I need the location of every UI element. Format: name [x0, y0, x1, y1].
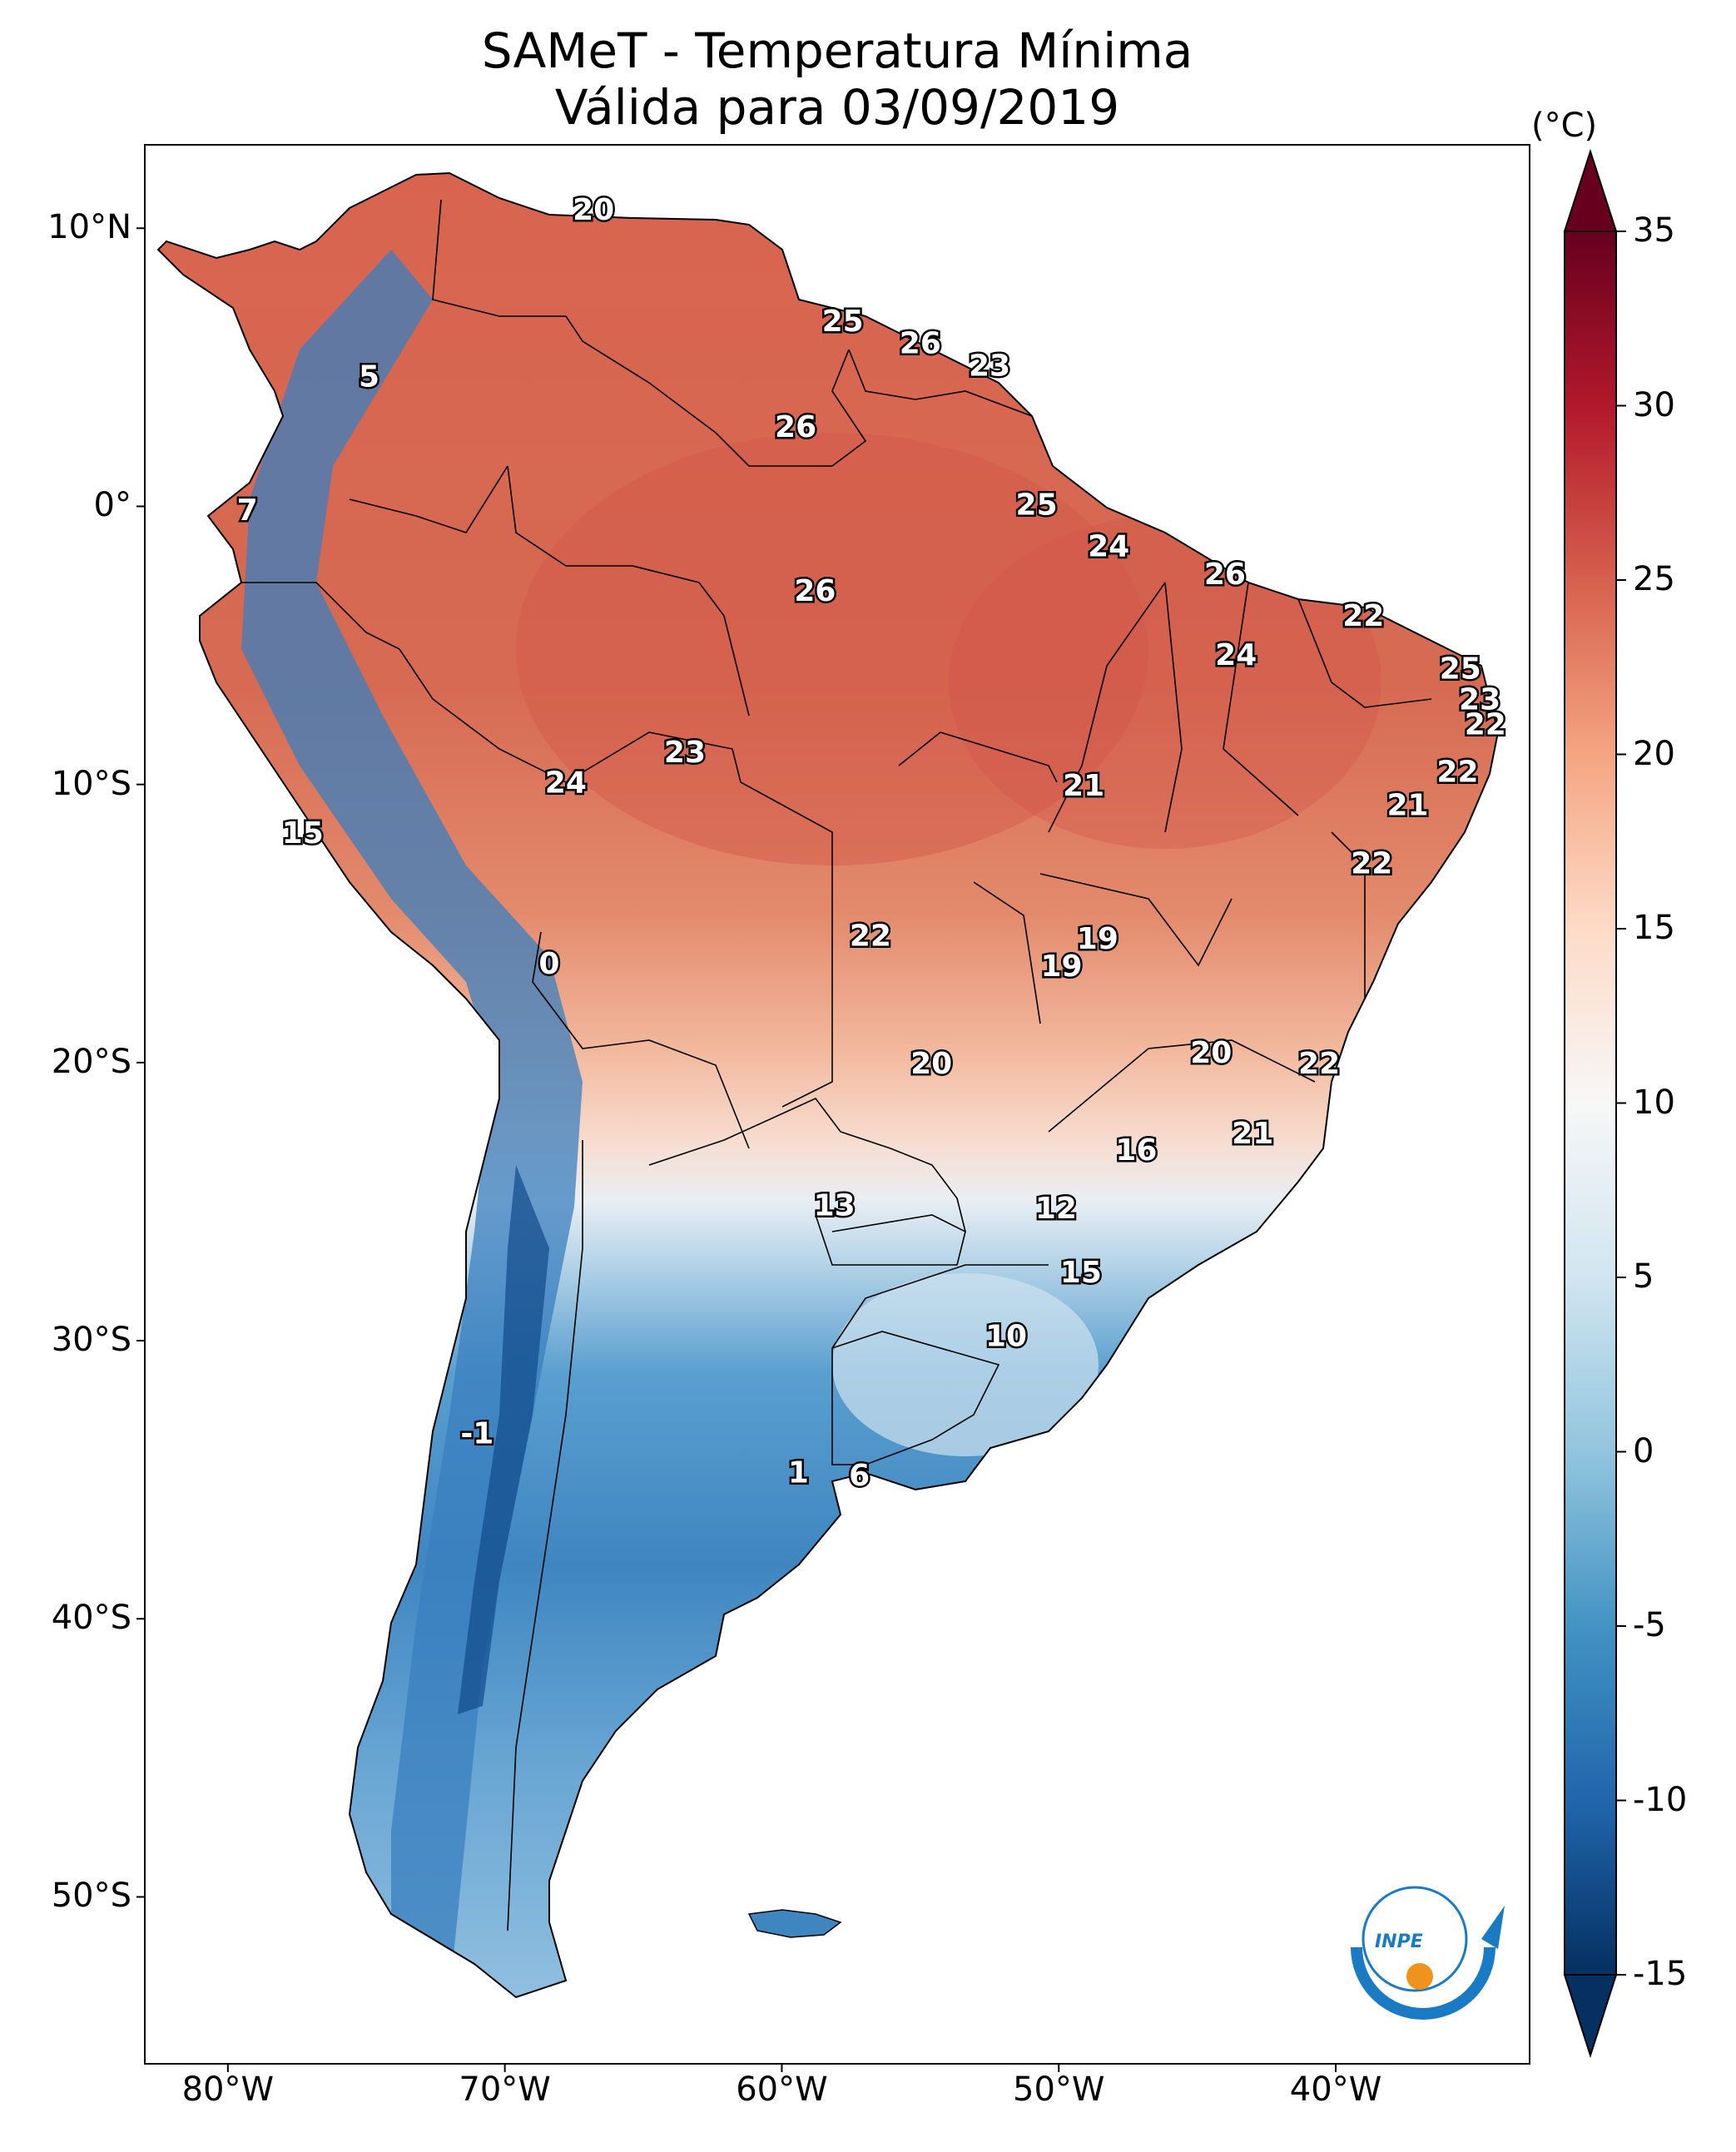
axis-ticks: [136, 227, 1337, 2072]
lon-tick-label: 40°W: [1289, 2070, 1382, 2109]
inpe-logo: INPE: [1351, 1886, 1505, 2020]
value-label: 22: [1298, 1047, 1340, 1081]
title-line-1: SAMeT - Temperatura Mínima: [481, 22, 1193, 79]
colorbar-tick-label: -10: [1633, 1780, 1688, 1819]
colorbar-tick-label: 20: [1633, 734, 1675, 773]
colorbar-tick-label: -15: [1633, 1955, 1688, 1993]
value-label: 25: [1016, 488, 1058, 522]
value-label: 20: [1190, 1036, 1232, 1070]
lon-tick-label: 70°W: [459, 2070, 551, 2109]
value-label: 10: [985, 1320, 1027, 1354]
value-label: -1: [460, 1417, 494, 1451]
colorbar-tick-label: 0: [1633, 1431, 1654, 1470]
colorbar-body: [1564, 231, 1617, 1976]
colorbar-tick-label: 5: [1633, 1257, 1654, 1296]
value-label: 21: [1387, 788, 1429, 822]
value-label: 21: [1063, 769, 1104, 803]
value-label: 15: [282, 816, 324, 850]
lon-tick-label: 80°W: [181, 2070, 275, 2109]
colorbar-ticks: [1616, 231, 1626, 1976]
colorbar-tick-label: 25: [1633, 560, 1675, 598]
value-label: 19: [1077, 922, 1118, 956]
colorbar-max-extend: [1563, 148, 1618, 232]
value-label: 26: [1204, 558, 1246, 592]
logo-swoosh: [1351, 1946, 1495, 2020]
value-label: 12: [1035, 1192, 1077, 1226]
value-label: 22: [1465, 707, 1506, 741]
value-label: 23: [969, 349, 1010, 383]
country-borders: [241, 199, 1432, 1931]
value-label: 23: [664, 736, 706, 770]
value-label: 26: [794, 574, 836, 608]
value-label: 15: [1060, 1256, 1102, 1290]
value-label: 1: [788, 1455, 809, 1490]
value-label: 23: [1459, 682, 1500, 717]
lat-tick-label: 50°S: [51, 1877, 131, 1916]
value-label: 19: [1041, 950, 1083, 984]
logo-dot: [1406, 1963, 1433, 1990]
colorbar-tick-label: 15: [1633, 909, 1675, 947]
colorbar-tick-label: 10: [1633, 1083, 1675, 1122]
colorbar-tick-label: -5: [1633, 1606, 1666, 1644]
value-label: 24: [1088, 530, 1129, 564]
lat-tick-label: 20°S: [51, 1042, 131, 1081]
value-label: 16: [1115, 1133, 1157, 1168]
colorbar-min-extend: [1563, 1974, 1618, 2059]
value-label: 5: [359, 360, 379, 394]
lon-tick-label: 50°W: [1013, 2070, 1105, 2109]
colorbar-unit: (°C): [1531, 107, 1598, 145]
value-label: 25: [822, 305, 864, 339]
logo-text: INPE: [1375, 1931, 1423, 1952]
value-label: 24: [1215, 638, 1257, 672]
value-label: 22: [1351, 847, 1392, 881]
value-label: 13: [814, 1189, 856, 1223]
value-label: 22: [1342, 599, 1384, 633]
coastline: [156, 171, 1500, 1999]
value-label: 26: [900, 327, 941, 361]
value-label: 6: [849, 1459, 870, 1493]
value-label: 20: [910, 1047, 952, 1081]
title-line-2: Válida para 03/09/2019: [554, 79, 1120, 136]
value-label: 21: [1232, 1117, 1273, 1151]
colorbar-tick-label: 35: [1633, 211, 1675, 250]
colorbar: [1563, 148, 1626, 2059]
value-label: 24: [545, 766, 587, 801]
lat-tick-label: 0°: [93, 486, 131, 525]
colorbar-tick-label: 30: [1633, 385, 1675, 424]
value-label: 22: [1436, 755, 1478, 789]
lat-tick-label: 40°S: [51, 1599, 131, 1638]
value-label: 26: [775, 410, 816, 444]
value-label: 0: [538, 947, 559, 981]
lat-tick-label: 10°N: [47, 208, 131, 247]
value-label: 25: [1440, 652, 1481, 687]
lat-tick-label: 30°S: [51, 1321, 131, 1360]
value-label: 20: [573, 193, 614, 227]
falkland-islands: [747, 1909, 842, 1938]
value-label: 22: [850, 919, 891, 953]
lon-tick-label: 60°W: [736, 2070, 828, 2109]
lat-tick-label: 10°S: [51, 764, 131, 803]
value-label: 7: [237, 493, 258, 528]
